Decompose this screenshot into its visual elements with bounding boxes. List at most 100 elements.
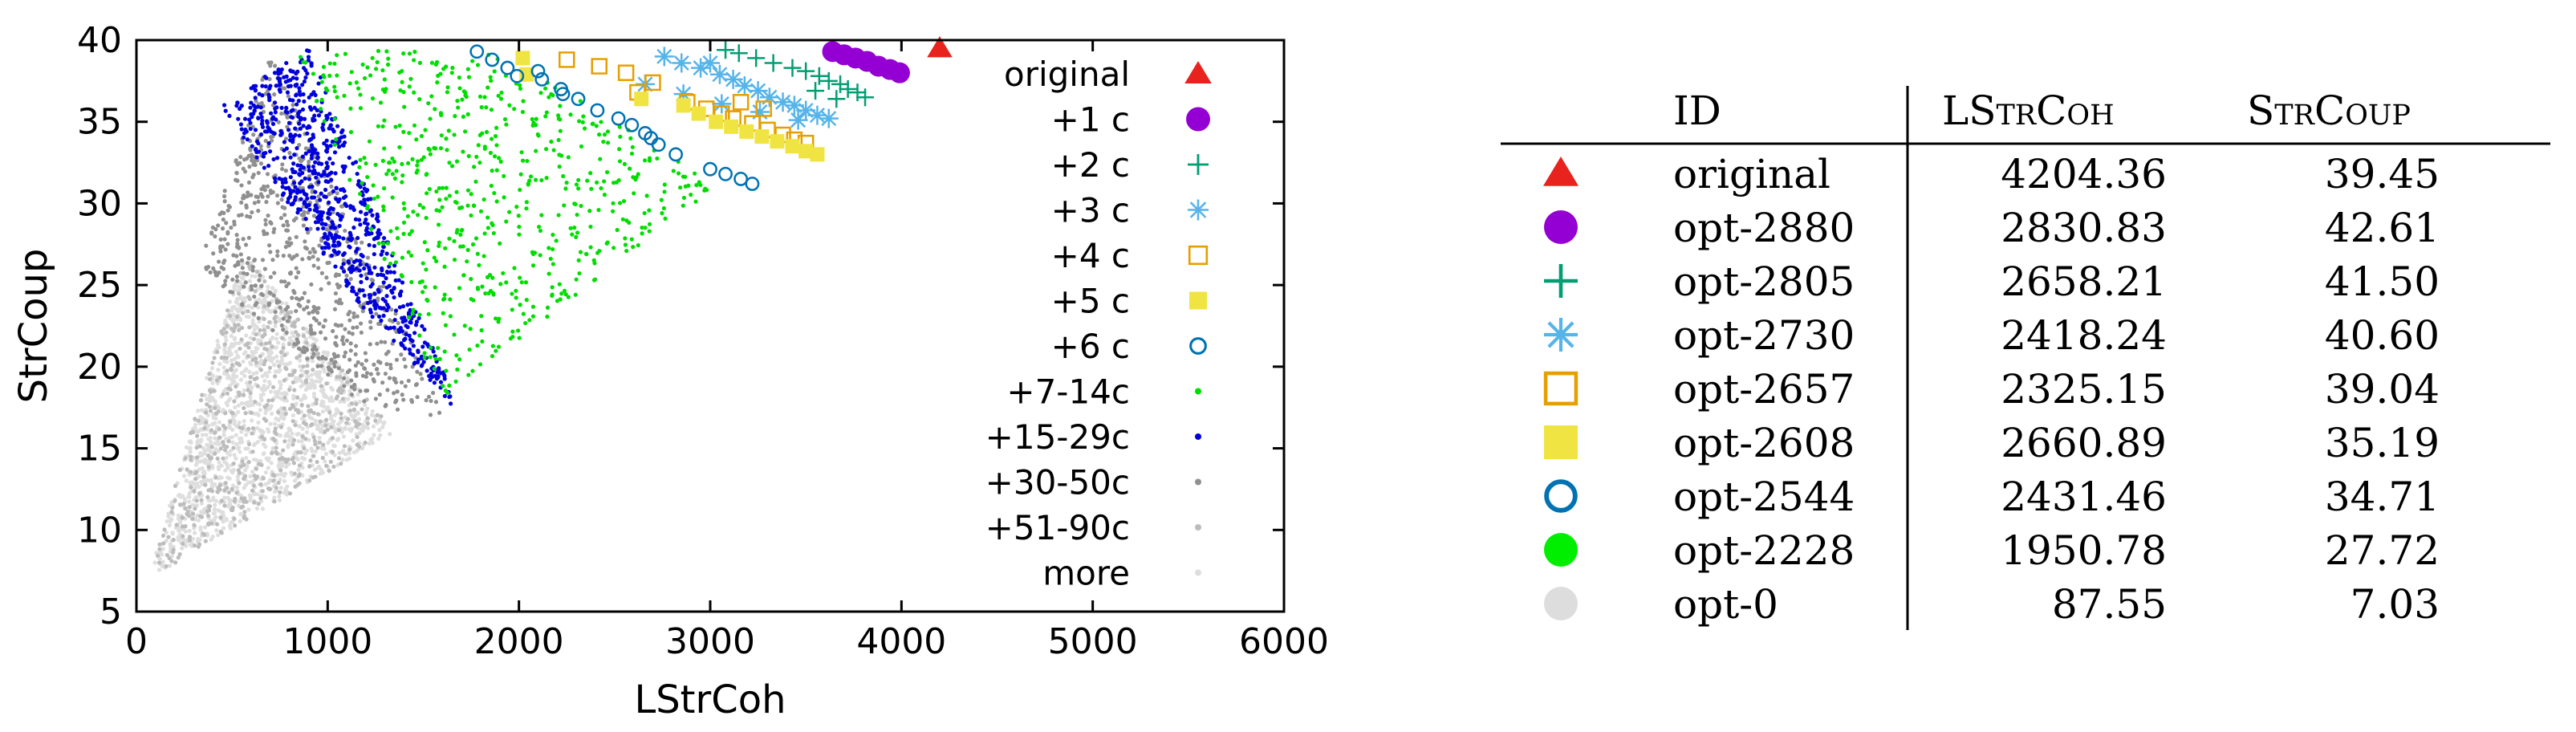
cloud-point: [332, 84, 337, 89]
cloud-point: [301, 59, 306, 64]
cloud-point: [308, 226, 313, 231]
cloud-point: [305, 71, 310, 76]
cloud-point: [276, 120, 281, 124]
cloud-point: [358, 92, 363, 97]
cloud-point: [247, 383, 252, 388]
cloud-point: [457, 286, 462, 291]
cloud-point: [307, 311, 311, 315]
cloud-point: [221, 365, 226, 370]
cloud-point: [291, 115, 295, 120]
table-header-id: ID: [1673, 87, 1721, 134]
cloud-point: [423, 128, 428, 132]
cloud-point: [372, 362, 376, 367]
cloud-point: [356, 218, 362, 222]
cloud-point: [250, 144, 254, 148]
cloud-point: [249, 410, 254, 415]
cloud-point: [252, 258, 257, 262]
cloud-point: [662, 189, 667, 194]
cloud-point: [295, 408, 300, 413]
cloud-point: [273, 369, 278, 374]
cloud-point: [313, 372, 318, 376]
cloud-point: [413, 383, 419, 388]
cloud-point: [498, 159, 503, 165]
cloud-point: [309, 282, 314, 287]
cloud-point: [400, 392, 404, 397]
cloud-point: [519, 150, 524, 155]
cloud-point: [259, 115, 264, 120]
cloud-point: [343, 327, 347, 331]
cloud-point: [312, 150, 317, 155]
cloud-point: [279, 67, 284, 72]
cloud-point: [510, 307, 514, 312]
cloud-point: [439, 133, 444, 138]
cloud-point: [437, 410, 442, 415]
cloud-point: [616, 178, 621, 183]
cloud-point: [251, 103, 256, 108]
cloud-point: [236, 409, 241, 414]
cloud-point: [227, 113, 232, 118]
cloud-point: [251, 336, 257, 341]
data-point: [810, 67, 828, 85]
cloud-point: [599, 120, 603, 124]
cloud-point: [518, 275, 522, 280]
cloud-point: [427, 373, 432, 379]
cloud-point: [336, 456, 342, 461]
y-tick-label: 5: [100, 592, 122, 632]
cloud-point: [239, 371, 244, 376]
cloud-point: [386, 168, 392, 173]
cloud-point: [479, 105, 484, 110]
cloud-point: [598, 157, 603, 161]
cloud-point: [602, 132, 607, 137]
cloud-point: [384, 285, 389, 290]
cloud-point: [339, 187, 343, 192]
cloud-point: [514, 295, 518, 300]
cloud-point: [173, 498, 177, 503]
cloud-point: [319, 364, 324, 368]
results-table: ID LStrCoh StrCoup original 4204.36 39.45o…: [1501, 86, 2550, 630]
cloud-point: [243, 242, 249, 247]
cloud-point: [307, 159, 311, 165]
cloud-point: [332, 413, 337, 417]
data-point: [644, 74, 661, 92]
cloud-point: [438, 371, 444, 376]
cloud-point: [621, 199, 627, 204]
cloud-point: [631, 175, 636, 180]
cloud-point: [266, 466, 270, 470]
cloud-point: [198, 510, 204, 514]
cloud-point: [437, 243, 441, 249]
cloud-point: [315, 155, 320, 160]
cloud-point: [256, 315, 261, 320]
cloud-point: [253, 303, 258, 307]
cloud-point: [311, 116, 315, 121]
cloud-point: [281, 327, 286, 332]
cloud-point: [271, 478, 276, 483]
cloud-point: [353, 412, 359, 417]
cloud-point: [171, 538, 176, 543]
cloud-point: [221, 423, 226, 428]
cloud-point: [377, 392, 382, 397]
cloud-point: [354, 249, 359, 254]
cloud-point: [407, 84, 412, 89]
cloud-point: [258, 327, 262, 333]
data-point: [748, 81, 768, 101]
cloud-point: [384, 352, 389, 356]
cloud-point: [248, 403, 254, 408]
cloud-point: [484, 129, 490, 135]
cloud-point: [291, 413, 295, 418]
cloud-point: [345, 376, 351, 380]
cloud-point: [332, 226, 338, 230]
cloud-point: [316, 172, 321, 177]
cloud-point: [421, 205, 426, 210]
cloud-point: [256, 116, 261, 120]
cloud-point: [177, 528, 181, 533]
cloud-point: [327, 410, 332, 415]
cloud-point: [267, 148, 273, 154]
cloud-point: [577, 270, 582, 276]
cloud-point: [422, 240, 427, 245]
cloud-point: [231, 372, 236, 377]
cloud-point: [417, 60, 422, 65]
cloud-point: [392, 295, 396, 300]
cloud-point: [406, 250, 411, 254]
cloud-point: [197, 459, 203, 464]
cloud-point: [322, 194, 327, 199]
